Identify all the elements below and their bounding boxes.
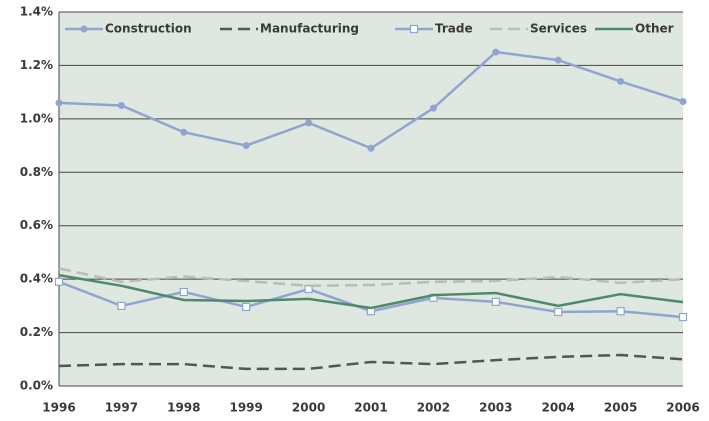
point — [491, 297, 500, 306]
y-tick-label: 0.0% — [20, 379, 53, 393]
x-tick-label: 1996 — [42, 401, 75, 415]
x-tick-label: 1997 — [105, 401, 138, 415]
legend-marker — [80, 25, 88, 33]
y-tick-label: 0.4% — [20, 272, 53, 286]
point — [304, 284, 313, 294]
y-tick-label: 1.2% — [20, 58, 53, 72]
y-tick-label: 0.2% — [20, 325, 53, 339]
point — [242, 142, 250, 150]
point — [117, 102, 125, 109]
x-tick-label: 2001 — [354, 401, 387, 415]
point — [179, 287, 188, 297]
x-tick-label: 1998 — [167, 401, 200, 415]
point — [492, 48, 500, 56]
x-tick-label: 2006 — [666, 401, 699, 415]
x-tick-label: 1999 — [229, 401, 262, 415]
series-line — [58, 267, 684, 288]
point — [55, 99, 63, 107]
series-line — [58, 353, 684, 371]
series-line — [58, 273, 684, 310]
x-tick-label: 2002 — [417, 401, 450, 415]
y-tick-label: 0.8% — [20, 165, 53, 179]
legend-label: Construction — [105, 22, 192, 36]
point — [616, 307, 625, 316]
x-tick-label: 2004 — [541, 401, 574, 415]
y-tick-label: 1.4% — [20, 5, 53, 19]
point — [54, 277, 64, 286]
legend-marker — [409, 24, 419, 34]
y-tick-label: 1.0% — [20, 111, 53, 125]
point — [242, 302, 251, 312]
point — [678, 312, 688, 322]
plot-background — [59, 12, 683, 386]
point — [617, 77, 625, 85]
point — [305, 119, 313, 127]
legend-label: Other — [635, 22, 674, 36]
point — [554, 56, 562, 64]
point — [180, 128, 188, 136]
x-tick-label: 2000 — [292, 401, 325, 415]
x-tick-label: 2003 — [479, 401, 512, 415]
point — [679, 97, 687, 105]
point — [117, 301, 126, 310]
point — [554, 307, 563, 317]
legend-label: Services — [530, 22, 587, 36]
legend-label: Trade — [435, 22, 473, 36]
point — [367, 144, 375, 152]
legend-label: Manufacturing — [260, 22, 359, 36]
x-tick-label: 2005 — [604, 401, 637, 415]
y-tick-label: 0.6% — [20, 218, 53, 232]
point — [429, 104, 437, 112]
